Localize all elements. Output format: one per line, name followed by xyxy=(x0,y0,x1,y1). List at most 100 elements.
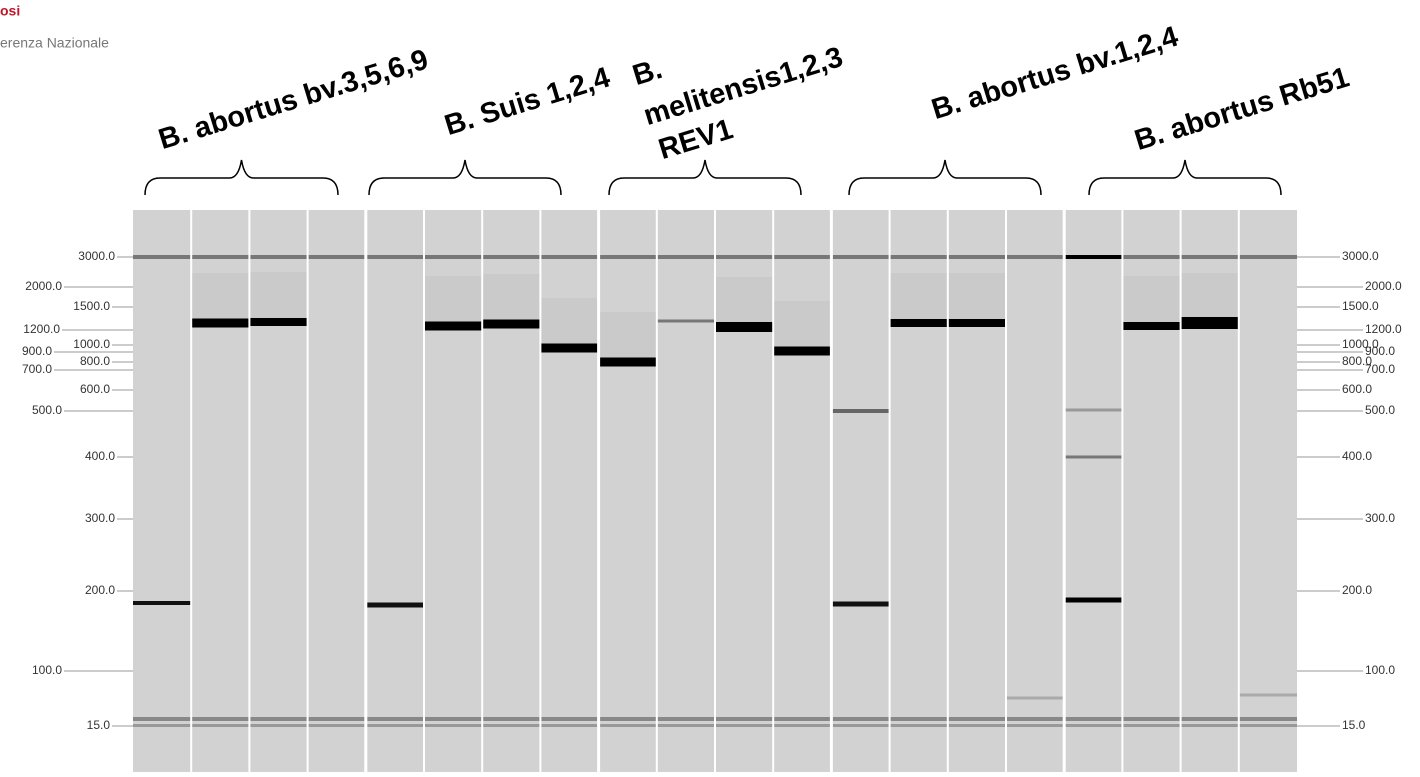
ladder-label: 800.0 xyxy=(80,354,110,368)
marker-band xyxy=(424,717,483,721)
braces xyxy=(144,159,1282,196)
marker-band xyxy=(191,717,250,721)
smear xyxy=(1122,276,1181,326)
marker-band xyxy=(365,717,424,721)
smear xyxy=(598,312,657,362)
ladder-label: 700.0 xyxy=(1365,362,1395,376)
marker-band xyxy=(133,724,192,727)
marker-band xyxy=(656,717,715,721)
marker-band xyxy=(1238,717,1297,721)
marker-band xyxy=(947,255,1006,259)
ladder-label: 1200.0 xyxy=(23,322,60,336)
ladder-label: 500.0 xyxy=(1365,403,1395,417)
marker-band xyxy=(365,255,424,259)
marker-band xyxy=(1006,255,1065,259)
band xyxy=(249,318,308,326)
marker-band xyxy=(1006,717,1065,721)
smear xyxy=(540,298,599,348)
band xyxy=(540,343,599,353)
band xyxy=(1122,322,1181,330)
logo-line: osi xyxy=(0,3,20,19)
marker-band xyxy=(191,724,250,727)
marker-band xyxy=(656,255,715,259)
marker-band xyxy=(831,255,890,259)
smear xyxy=(1180,273,1239,323)
marker-band xyxy=(1122,255,1181,259)
ladder-label: 600.0 xyxy=(1342,382,1372,396)
ladder-label: 300.0 xyxy=(85,511,115,525)
marker-band xyxy=(715,255,774,259)
marker-band xyxy=(482,717,541,721)
marker-band xyxy=(598,717,657,721)
band xyxy=(1180,317,1239,329)
ladder-label: 2000.0 xyxy=(1365,279,1402,293)
band xyxy=(1006,696,1065,700)
ladder-label: 2000.0 xyxy=(25,279,62,293)
ladder-label: 200.0 xyxy=(1342,583,1372,597)
ladder-label: 600.0 xyxy=(80,382,110,396)
marker-band xyxy=(1064,717,1123,721)
marker-band xyxy=(831,717,890,721)
marker-band xyxy=(1064,724,1123,727)
band xyxy=(424,321,483,331)
marker-band xyxy=(831,724,890,727)
band xyxy=(365,602,424,608)
marker-band xyxy=(1122,724,1181,727)
group-label: B. abortus bv.3,5,6,9 xyxy=(155,44,432,156)
smear xyxy=(889,273,948,323)
ladder-label: 700.0 xyxy=(22,362,52,376)
marker-band xyxy=(307,255,366,259)
band xyxy=(1064,255,1123,259)
ladder-label: 15.0 xyxy=(87,718,111,732)
marker-band xyxy=(249,255,308,259)
marker-band xyxy=(1180,724,1239,727)
band xyxy=(831,409,890,413)
ladder-label: 800.0 xyxy=(1342,354,1372,368)
smear xyxy=(424,276,483,326)
marker-band xyxy=(540,724,599,727)
brace xyxy=(368,159,562,196)
marker-band xyxy=(1238,724,1297,727)
ladder-label: 1500.0 xyxy=(1342,299,1379,313)
ladder-label: 15.0 xyxy=(1342,718,1366,732)
marker-band xyxy=(540,255,599,259)
marker-band xyxy=(307,724,366,727)
group-label: melitensis1,2,3 xyxy=(640,41,847,132)
marker-band xyxy=(773,724,832,727)
marker-band xyxy=(947,717,1006,721)
marker-band xyxy=(773,717,832,721)
band xyxy=(1064,408,1123,412)
marker-band xyxy=(947,724,1006,727)
marker-band xyxy=(715,724,774,727)
ladder-label: 400.0 xyxy=(1342,449,1372,463)
marker-band xyxy=(365,724,424,727)
marker-band xyxy=(1180,255,1239,259)
band xyxy=(482,319,541,329)
ladder: 3000.0 3000.0 2000.0 2000.0 1500.0 1500.0 1200… xyxy=(22,249,1402,732)
marker-band xyxy=(715,717,774,721)
smear xyxy=(191,273,250,323)
marker-band xyxy=(598,255,657,259)
marker-band xyxy=(889,724,948,727)
gel xyxy=(133,210,1297,772)
marker-band xyxy=(191,255,250,259)
marker-band xyxy=(307,717,366,721)
ladder-label: 900.0 xyxy=(22,344,52,358)
marker-band xyxy=(249,717,308,721)
brace xyxy=(608,159,802,196)
marker-band xyxy=(1180,717,1239,721)
ladder-label: 300.0 xyxy=(1365,511,1395,525)
ladder-label: 1000.0 xyxy=(1342,337,1379,351)
group-label: B. xyxy=(629,53,666,92)
smear xyxy=(249,272,308,322)
marker-band xyxy=(1006,724,1065,727)
band xyxy=(1064,597,1123,603)
logo-line: erenza Nazionale xyxy=(0,35,109,51)
ladder-label: 900.0 xyxy=(1365,344,1395,358)
marker-band xyxy=(249,724,308,727)
band xyxy=(773,346,832,356)
group-label: B. abortus Rb51 xyxy=(1131,61,1353,157)
ladder-label: 1200.0 xyxy=(1365,322,1402,336)
marker-band xyxy=(424,255,483,259)
